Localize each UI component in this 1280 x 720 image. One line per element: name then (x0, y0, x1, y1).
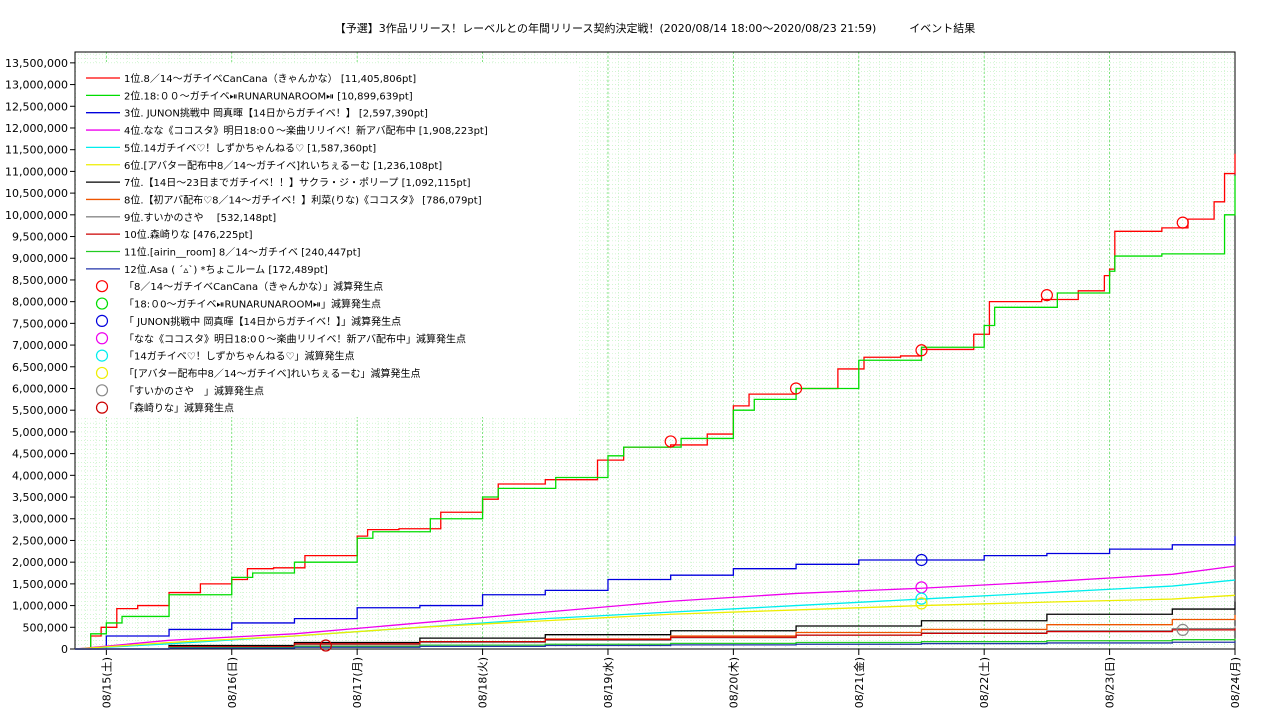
legend-marker-label-4: 「なな《ココスタ》明日18:0０〜楽曲リリイベ！新アバ配布中」減算発生点 (124, 332, 466, 345)
y-tick-label: 11,000,000 (5, 165, 68, 178)
legend-label-10: 10位.森崎りな [476,225pt] (124, 228, 253, 241)
series-line-12 (75, 641, 1236, 650)
y-tick-label: 4,000,000 (12, 469, 68, 482)
deduction-marker-1 (1176, 216, 1189, 229)
chart-title: 【予選】3作品リリース！レーベルとの年間リリース契約決定戦！(2020/08/1… (334, 22, 976, 35)
legend-marker-7 (95, 384, 109, 397)
legend-marker-label-8: 「森崎りな」減算発生点 (124, 402, 234, 415)
legend-label-5: 5位.14ガチイベ♡！しずかちゃんねる♡ [1,587,360pt] (124, 141, 376, 154)
y-tick-label: 8,500,000 (12, 274, 68, 287)
y-tick-label: 2,500,000 (12, 534, 68, 547)
y-tick-label: 3,500,000 (12, 491, 68, 504)
legend-label-11: 11位.[airin__room] 8／14〜ガチイベ [240,447pt] (124, 246, 361, 259)
y-tick-label: 4,500,000 (12, 448, 68, 461)
plot-frame (74, 51, 1236, 650)
y-tick-label: 9,500,000 (12, 231, 68, 244)
legend-box (78, 64, 578, 417)
x-tick-label: 08/21(金) (852, 657, 866, 708)
y-tick-label: 12,000,000 (5, 122, 68, 135)
legend-marker-label-7: 「すいかのさや 」減算発生点 (124, 384, 264, 397)
legend-marker-label-6: 「[アバター配布中8／14〜ガチイベ]れいちぇるーむ」減算発生点 (124, 367, 421, 380)
deduction-marker-1 (664, 435, 677, 448)
legend-marker-label-1: 「8／14〜ガチイベCanCana（きゃんかな）」減算発生点 (124, 280, 383, 293)
y-tick-label: 9,000,000 (12, 252, 68, 265)
legend-marker-label-3: 「 JUNON挑戦中 岡真暉【14日からガチイベ！】」減算発生点 (124, 315, 401, 328)
y-tick-label: 10,500,000 (5, 187, 68, 200)
y-tick-label: 10,000,000 (5, 209, 68, 222)
x-tick-label: 08/20(木) (727, 657, 740, 708)
y-tick-label: 2,000,000 (12, 556, 68, 569)
deduction-marker-6 (915, 597, 928, 610)
y-tick-label: 8,000,000 (12, 296, 68, 309)
y-tick-label: 5,000,000 (12, 426, 68, 439)
y-tick-label: 12,500,000 (5, 100, 68, 113)
y-tick-label: 11,500,000 (5, 144, 68, 157)
x-tick-label: 08/15(土) (100, 657, 113, 708)
x-tick-label: 08/23(日) (1104, 657, 1117, 708)
y-tick-label: 6,500,000 (12, 361, 68, 374)
deduction-marker-8 (319, 639, 332, 652)
deduction-marker-1 (1040, 289, 1053, 302)
legend-marker-label-2: 「18:０0〜ガチイベ⏯RUNARUNAROOM⏯」減算発生点 (124, 298, 381, 311)
y-tick-label: 5,500,000 (12, 404, 68, 417)
y-tick-label: 1,500,000 (12, 578, 68, 591)
series-line-3 (75, 536, 1236, 650)
y-tick-label: 13,000,000 (5, 79, 68, 92)
x-tick-label: 08/16(日) (226, 657, 239, 708)
legend-label-12: 12位.Asa ( ´▵`) *ちょこルーム [172,489pt] (124, 263, 328, 276)
y-tick-label: 500,000 (23, 621, 69, 634)
legend-marker-label-5: 「14ガチイベ♡！しずかちゃんねる♡」減算発生点 (124, 350, 354, 363)
legend-label-9: 9位.すいかのさや [532,148pt] (124, 211, 276, 224)
series-line-2 (75, 175, 1236, 650)
x-tick-label: 08/17(月) (351, 657, 364, 708)
legend-label-4: 4位.なな《ココスタ》明日18:0０〜楽曲リリイベ！新アバ配布中 [1,908,… (124, 124, 488, 137)
y-tick-label: 7,500,000 (12, 317, 68, 330)
y-tick-label: 3,000,000 (12, 513, 68, 526)
x-tick-label: 08/19(水) (602, 657, 615, 708)
legend-label-6: 6位.[アバター配布中8／14〜ガチイベ]れいちぇるーむ [1,236,108p… (124, 159, 442, 172)
x-tick-label: 08/18(火) (477, 657, 490, 708)
deduction-marker-5 (915, 592, 928, 605)
y-tick-label: 6,000,000 (12, 382, 68, 395)
y-tick-label: 7,000,000 (12, 339, 68, 352)
y-tick-label: 13,500,000 (5, 57, 68, 70)
legend-marker-2 (95, 297, 109, 310)
legend-label-2: 2位.18:００〜ガチイベ⏯RUNARUNAROOM⏯ [10,899,639p… (124, 89, 413, 102)
deduction-marker-1 (915, 344, 928, 357)
legend-label-7: 7位.【14日〜23日までガチイベ！！】サクラ・ジ・ポリープ [1,092,11… (124, 176, 471, 189)
series-line-4 (74, 565, 1236, 650)
series-line-6 (74, 594, 1236, 650)
deduction-marker-1 (789, 382, 803, 395)
legend-marker-4 (95, 332, 109, 345)
legend-marker-8 (95, 401, 109, 414)
legend-marker-6 (95, 366, 109, 380)
y-tick-label: 0 (61, 643, 68, 656)
legend-marker-5 (95, 349, 109, 362)
x-tick-label: 08/22(土) (978, 657, 991, 708)
legend-marker-1 (95, 280, 109, 293)
x-tick-label: 08/24(月) (1229, 657, 1242, 708)
y-tick-label: 1,000,000 (12, 600, 68, 613)
deduction-marker-3 (915, 553, 928, 567)
legend-label-1: 1位.8／14〜ガチイベCanCana（きゃんかな） [11,405,806pt… (124, 72, 416, 85)
legend-label-8: 8位.【初アバ配布♡8／14〜ガチイベ！】利菜(りな)《ココスタ》 [786,0… (124, 193, 482, 206)
legend-marker-3 (95, 314, 109, 327)
deduction-marker-7 (1176, 623, 1189, 636)
legend-label-3: 3位. JUNON挑戦中 岡真暉【14日からガチイベ！】 [2,597,390p… (124, 107, 428, 120)
